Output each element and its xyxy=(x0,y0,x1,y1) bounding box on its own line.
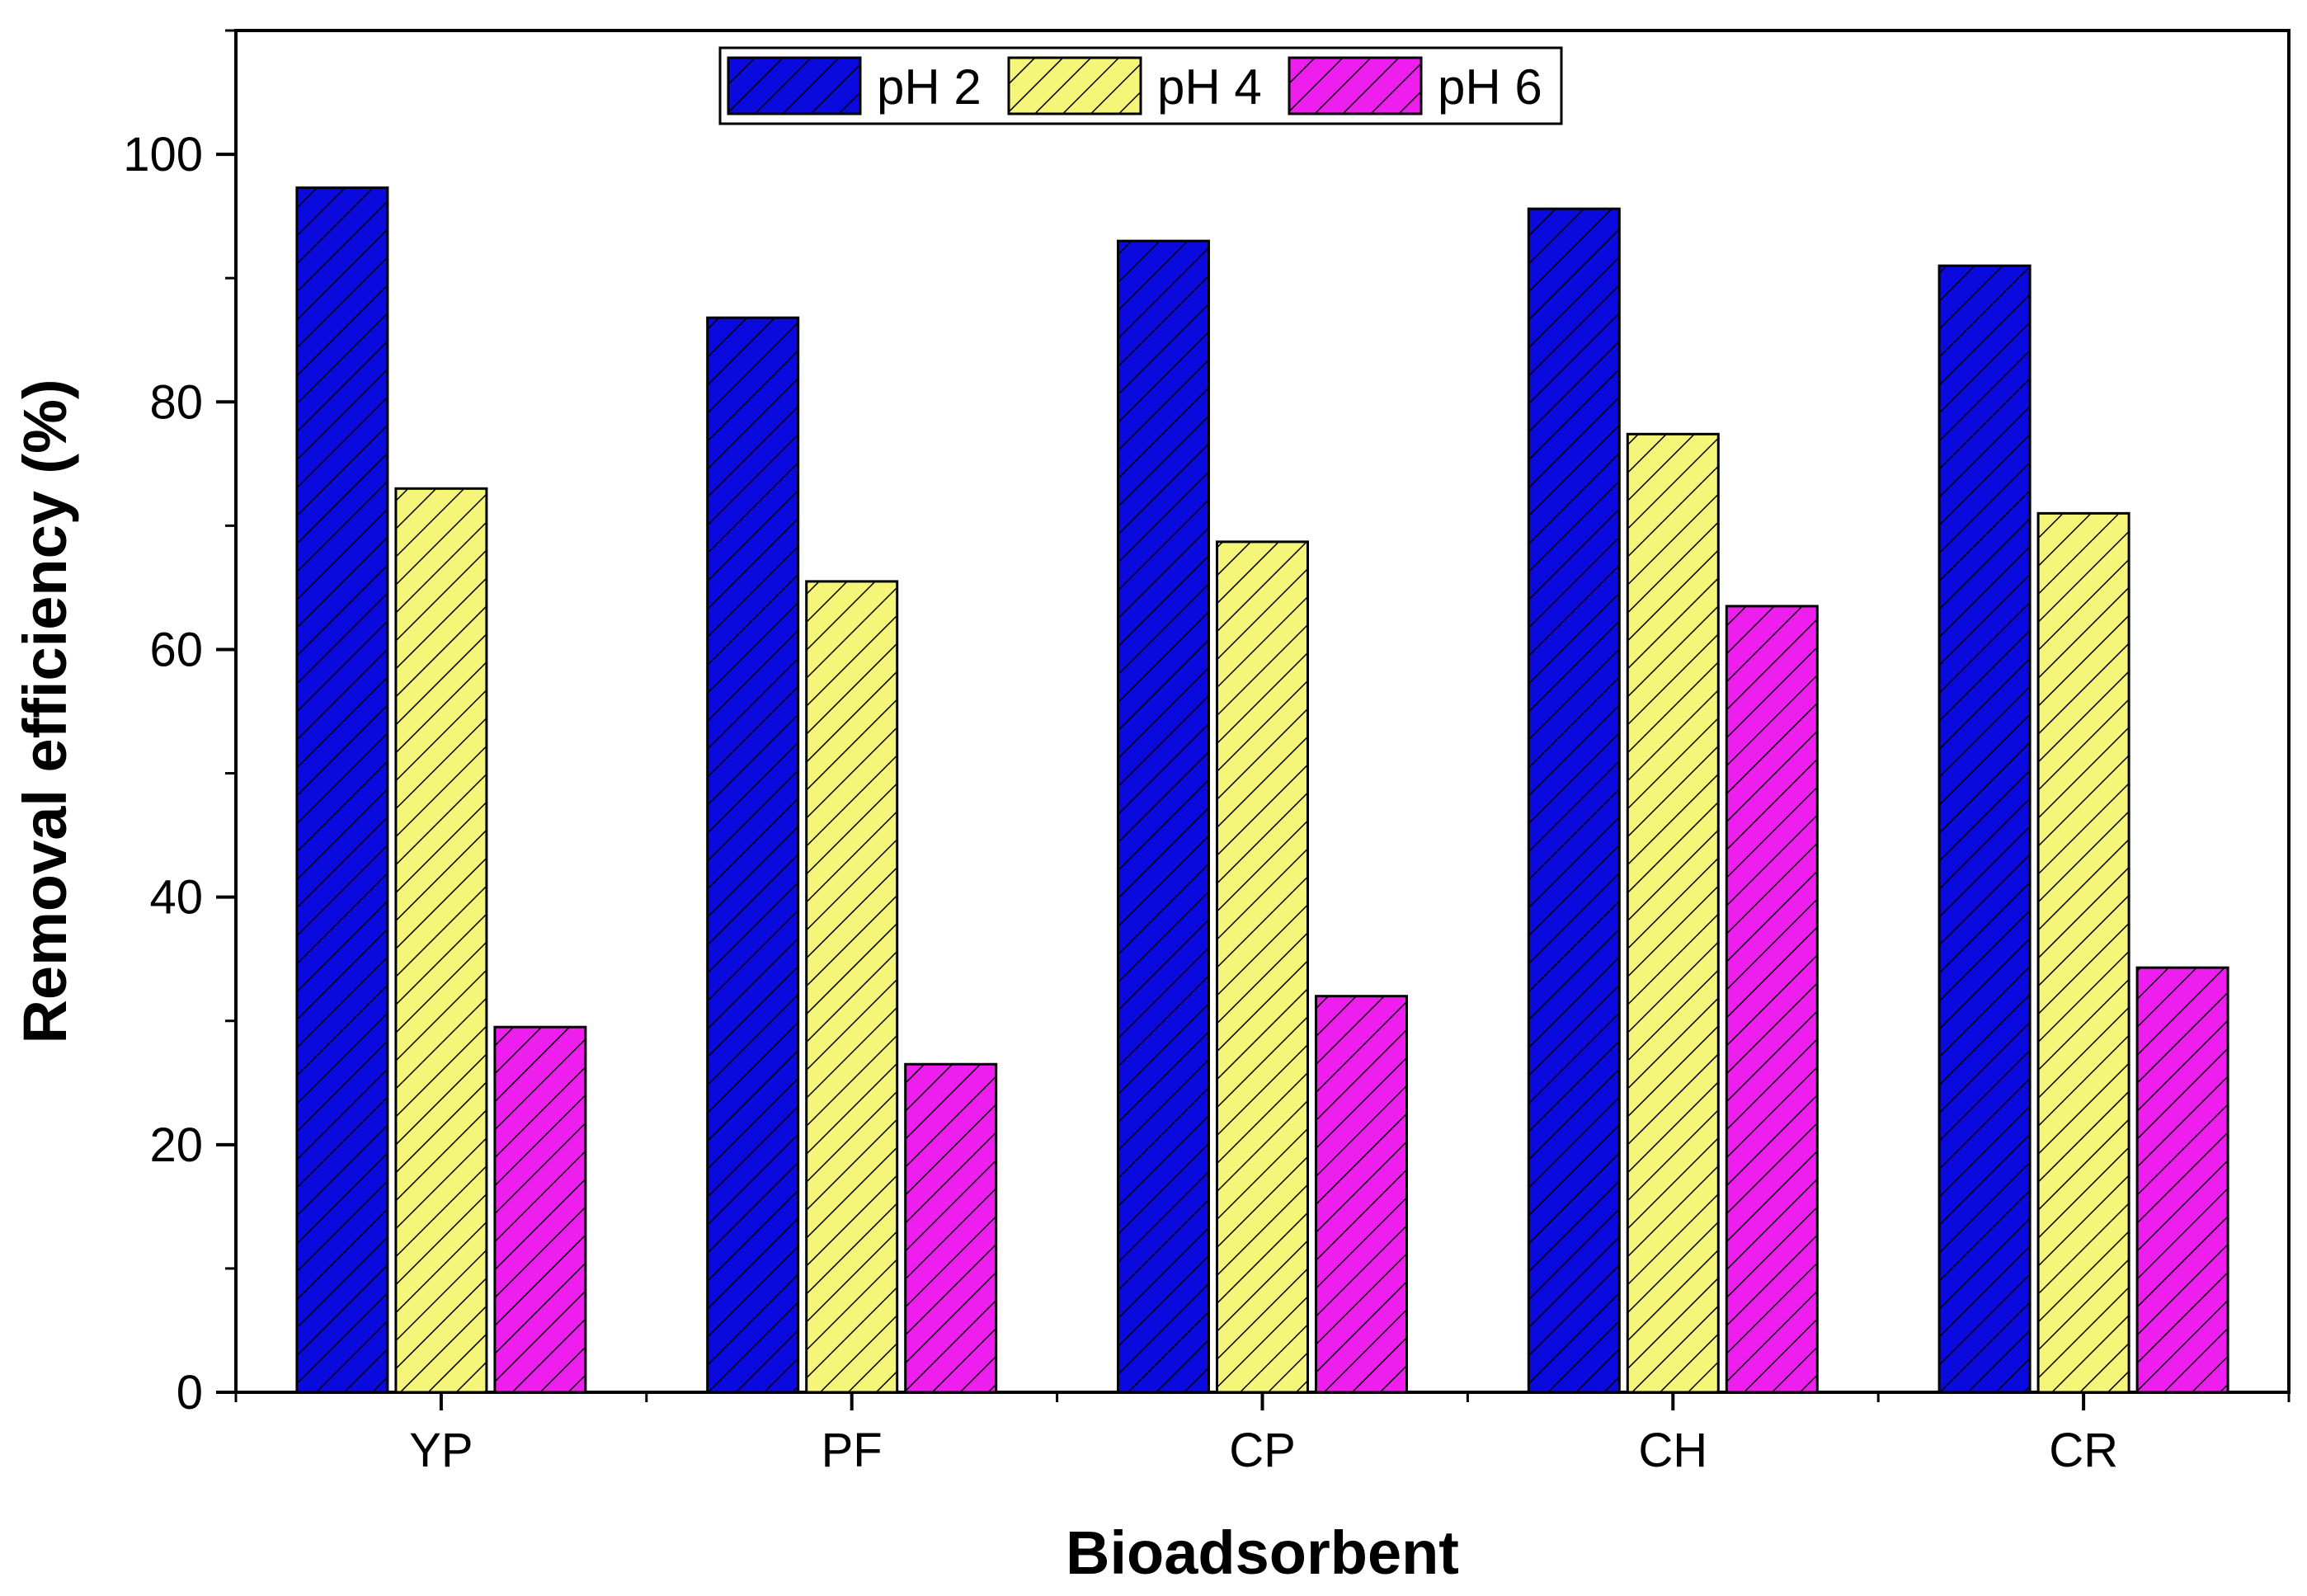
bar-hatch-CH-pH2 xyxy=(1527,207,1621,1394)
x-tick-label-CR: CR xyxy=(2049,1424,2118,1477)
legend-swatch-hatch-pH2 xyxy=(727,56,862,115)
legend-label-pH6: pH 6 xyxy=(1438,59,1542,115)
bar-hatch-PF-pH6 xyxy=(904,1062,998,1394)
y-tick-label-80: 80 xyxy=(149,375,203,429)
x-tick-label-CH: CH xyxy=(1638,1424,1707,1477)
legend-label-pH2: pH 2 xyxy=(877,59,982,115)
bar-hatch-CH-pH6 xyxy=(1725,605,1819,1394)
x-tick-label-PF: PF xyxy=(822,1424,883,1477)
y-tick-label-60: 60 xyxy=(149,623,203,676)
bar-hatch-YP-pH2 xyxy=(295,186,389,1394)
y-tick-label-20: 20 xyxy=(149,1118,203,1172)
bar-hatch-CP-pH4 xyxy=(1216,540,1309,1394)
legend-swatch-hatch-pH6 xyxy=(1288,56,1423,115)
legend: pH 2 pH 4 pH 6 xyxy=(718,46,1563,125)
bar-hatch-CP-pH2 xyxy=(1117,239,1210,1394)
bar-hatch-CP-pH6 xyxy=(1315,995,1408,1394)
bar-hatch-CR-pH2 xyxy=(1937,264,2032,1394)
bars xyxy=(295,186,2229,1394)
legend-swatch-hatch-pH4 xyxy=(1007,56,1142,115)
legend-label-pH4: pH 4 xyxy=(1157,59,1262,115)
x-tick-label-YP: YP xyxy=(409,1424,473,1477)
bar-hatch-CH-pH4 xyxy=(1626,432,1720,1394)
y-tick-label-0: 0 xyxy=(177,1366,203,1419)
bar-hatch-PF-pH2 xyxy=(706,316,800,1394)
x-tick-label-CP: CP xyxy=(1229,1424,1296,1477)
bar-hatch-CR-pH4 xyxy=(2036,511,2130,1394)
y-tick-label-100: 100 xyxy=(123,128,203,181)
y-axis-title: Removal efficiency (%) xyxy=(11,379,79,1043)
bar-hatch-CR-pH6 xyxy=(2135,966,2229,1394)
y-tick-label-40: 40 xyxy=(149,871,203,925)
bar-hatch-YP-pH6 xyxy=(493,1025,587,1394)
axes: YP PF CP CH CR 0 20 40 60 80 100 xyxy=(123,29,2291,1477)
bar-hatch-PF-pH4 xyxy=(805,580,899,1394)
bar-hatch-YP-pH4 xyxy=(394,487,488,1394)
x-axis-title: Bioadsorbent xyxy=(1066,1518,1459,1587)
